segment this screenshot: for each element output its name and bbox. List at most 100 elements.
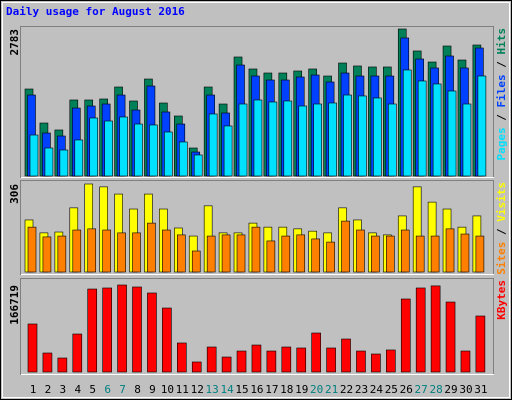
bar [386, 349, 396, 373]
bar [445, 228, 455, 273]
bar [206, 235, 216, 273]
bar [373, 97, 382, 177]
bar [430, 285, 441, 373]
bar [296, 234, 306, 273]
x-tick-label: 6 [104, 383, 111, 396]
bar [162, 229, 171, 273]
bar [191, 250, 201, 273]
bar [59, 149, 69, 177]
bar [223, 125, 233, 177]
bar [162, 307, 172, 373]
bar [341, 338, 351, 373]
bar [475, 235, 485, 273]
bar [42, 352, 53, 373]
bar [475, 315, 486, 373]
bar [206, 346, 217, 373]
x-tick-label: 22 [340, 383, 353, 396]
bar [447, 90, 457, 177]
bar [27, 226, 37, 273]
bar [415, 287, 426, 373]
bar [281, 235, 291, 273]
bar [462, 103, 472, 177]
bar [313, 103, 322, 177]
legend-entry: Visits [495, 182, 508, 222]
x-tick-label: 17 [265, 383, 278, 396]
bar [386, 235, 395, 273]
bar [74, 139, 84, 177]
x-tick-label: 31 [474, 383, 487, 396]
legend-separator: / [495, 222, 508, 242]
legend-entry: Sites [495, 242, 508, 275]
y-tick-label: 306 [8, 184, 21, 204]
bar [149, 124, 158, 177]
bar [343, 94, 352, 177]
x-tick-label: 27 [415, 383, 428, 396]
legend-entry: Pages [495, 127, 508, 160]
bar [356, 350, 366, 373]
bar [147, 222, 156, 273]
bar [281, 346, 292, 373]
bar [251, 226, 261, 273]
bar [236, 350, 247, 373]
bar [179, 141, 188, 177]
bar [72, 229, 82, 273]
bar [415, 235, 425, 273]
bar [296, 347, 307, 373]
bar [371, 353, 381, 373]
bar [477, 75, 487, 177]
bar [402, 69, 412, 177]
bar [328, 102, 337, 177]
bar [371, 235, 380, 273]
x-tick-label: 1 [30, 383, 37, 396]
bar [460, 233, 470, 273]
x-tick-label: 15 [235, 383, 248, 396]
bar [119, 116, 128, 177]
bar [251, 344, 262, 373]
chart-title: Daily usage for August 2016 [6, 5, 185, 18]
x-tick-label: 29 [444, 383, 457, 396]
x-tick-label: 5 [89, 383, 96, 396]
bar [358, 95, 367, 177]
bar [44, 147, 54, 177]
bar [326, 347, 336, 373]
legend-entry: Hits [495, 28, 508, 55]
bar [268, 101, 278, 177]
bar [104, 120, 113, 177]
bar [221, 356, 232, 373]
bar [388, 103, 397, 177]
bar [238, 103, 248, 177]
bar [27, 323, 38, 373]
x-tick-label: 10 [161, 383, 174, 396]
x-tick-label: 23 [355, 383, 368, 396]
x-tick-label: 16 [250, 383, 263, 396]
x-tick-label: 28 [429, 383, 442, 396]
bar [221, 234, 231, 273]
bar [432, 83, 442, 177]
x-tick-label: 13 [206, 383, 219, 396]
bar [177, 342, 187, 373]
bar [193, 154, 203, 177]
y-tick-label: 2783 [8, 29, 21, 56]
bar [57, 235, 67, 273]
y-tick-label: 166719 [8, 285, 21, 325]
bar [117, 232, 126, 273]
legend: Pages / Files / Hits [495, 28, 508, 161]
bar [132, 286, 142, 373]
legend-separator: / [495, 108, 508, 128]
x-tick-label: 30 [459, 383, 472, 396]
x-tick-label: 19 [295, 383, 308, 396]
bar [236, 234, 246, 273]
bar [326, 241, 335, 273]
x-tick-label: 9 [149, 383, 156, 396]
bar [298, 105, 308, 177]
x-tick-label: 18 [280, 383, 293, 396]
bar [89, 117, 99, 177]
bar [42, 236, 52, 273]
x-tick-label: 24 [370, 383, 384, 396]
x-tick-label: 25 [385, 383, 398, 396]
x-tick-label: 3 [60, 383, 67, 396]
bar [177, 234, 186, 273]
x-tick-label: 11 [176, 383, 189, 396]
